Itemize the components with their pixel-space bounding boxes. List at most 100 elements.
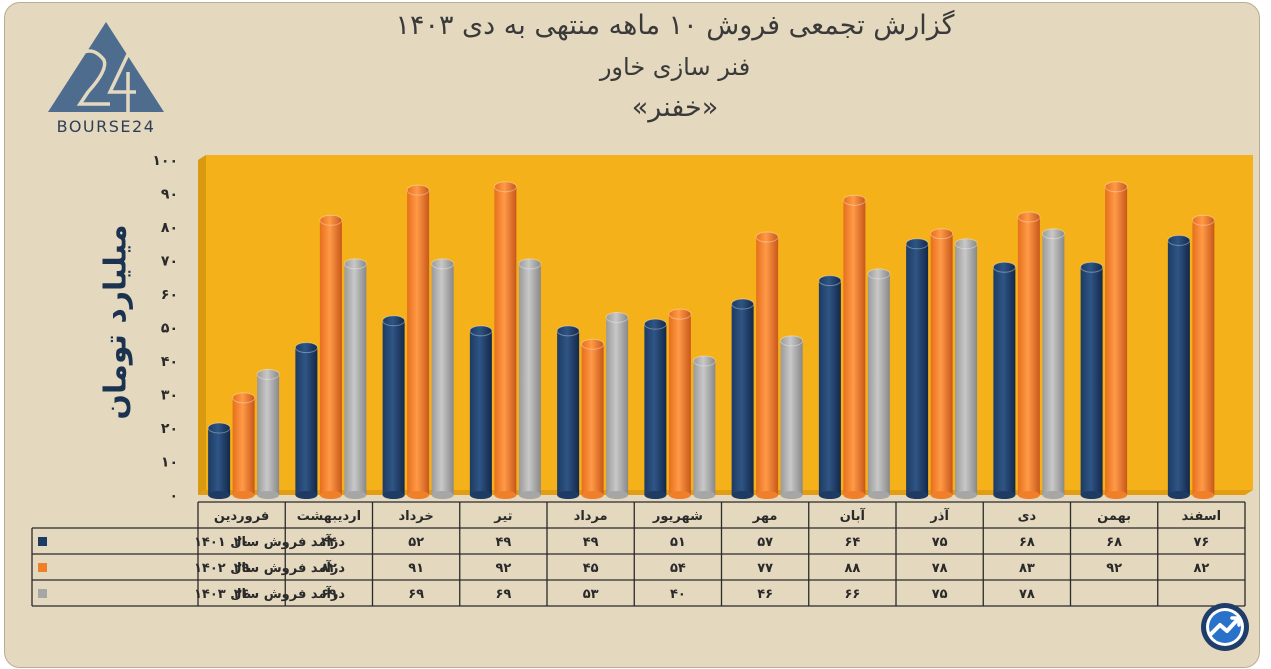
y-tick-label: ۷۰: [161, 254, 178, 270]
x-tick-label: شهریور: [652, 509, 703, 524]
legend-label: درآمد فروش سال ۱۴۰۱: [194, 533, 345, 550]
bar: [294, 342, 318, 499]
bar: [1191, 214, 1215, 499]
data-label: ۷۸: [932, 561, 948, 576]
data-label: ۹۲: [1106, 561, 1122, 576]
bar: [431, 258, 455, 499]
x-tick-label: دی: [1018, 509, 1037, 524]
logo-mark: [72, 49, 110, 106]
data-label: ۷۸: [1019, 587, 1035, 602]
y-tick-label: ۵۰: [161, 321, 178, 337]
bourse24-logo: [48, 22, 164, 112]
data-label: ۴۹: [583, 535, 599, 550]
bar: [1080, 261, 1104, 499]
x-tick-label: اردیبهشت: [297, 509, 361, 524]
y-tick-label: ۹۰: [161, 187, 178, 203]
x-tick-label: خرداد: [398, 509, 433, 524]
data-label: ۴۵: [583, 561, 599, 576]
data-label: ۶۸: [1019, 535, 1035, 550]
bar: [556, 325, 580, 499]
bar: [780, 335, 804, 499]
plot-back-wall: [206, 155, 1253, 490]
chart-title: گزارش تجمعی فروش ۱۰ ماهه منتهی به دی ۱۴۰…: [395, 10, 955, 41]
data-label: ۶۶: [844, 587, 860, 602]
legend-swatch: [38, 589, 47, 598]
data-label: ۷۵: [932, 535, 948, 550]
data-label: ۵۱: [670, 535, 686, 550]
bar: [406, 184, 430, 499]
data-label: ۲۹: [234, 561, 250, 576]
bar: [382, 315, 406, 499]
bar: [1104, 181, 1128, 499]
data-label: ۸۸: [844, 561, 860, 576]
bar: [1017, 211, 1041, 499]
data-label: ۳۶: [234, 587, 250, 602]
logo-text: BOURSE24: [56, 117, 156, 136]
data-label: ۶۹: [408, 587, 424, 602]
bar: [605, 311, 629, 499]
data-label: ۹۱: [408, 561, 424, 576]
bar: [319, 214, 343, 499]
data-label: ۲۰: [234, 535, 250, 550]
bar: [581, 338, 605, 499]
trend-arrow-icon: [1201, 603, 1249, 651]
x-tick-label: آذر: [929, 507, 949, 524]
data-label: ۵۷: [757, 535, 773, 550]
bar: [905, 238, 929, 499]
plot-side-wall: [198, 155, 206, 495]
y-tick-label: ۶۰: [161, 287, 178, 303]
legend-swatch: [38, 537, 47, 546]
bar: [518, 258, 542, 499]
bar: [818, 275, 842, 499]
plot-floor: [198, 490, 1253, 495]
bar: [469, 325, 493, 499]
y-tick-label: ۰: [169, 488, 178, 504]
bar: [493, 181, 517, 499]
data-label: ۷۷: [757, 561, 773, 576]
bar: [992, 261, 1016, 499]
bar: [954, 238, 978, 499]
data-label: ۶۸: [1106, 535, 1122, 550]
y-tick-label: ۱۰: [161, 455, 178, 471]
y-tick-label: ۲۰: [161, 421, 178, 437]
bar: [343, 258, 367, 499]
data-label: ۴۹: [495, 535, 511, 550]
chart-subtitle: فنر سازی خاور: [599, 53, 751, 81]
data-label: ۵۲: [408, 535, 424, 550]
y-tick-label: ۸۰: [161, 220, 178, 236]
data-label: ۵۴: [670, 561, 686, 576]
bar: [643, 318, 667, 499]
data-label: ۹۲: [495, 561, 511, 576]
x-tick-label: اسفند: [1182, 509, 1221, 524]
legend-label: درآمد فروش سال ۱۴۰۳: [194, 585, 345, 602]
data-label: ۸۳: [1019, 561, 1035, 576]
bar: [930, 228, 954, 499]
chart-symbol: «خفنر»: [631, 92, 719, 123]
bar: [842, 194, 866, 499]
bar: [668, 308, 692, 499]
bar: [1041, 228, 1065, 499]
x-tick-label: مرداد: [574, 509, 608, 524]
data-label: ۴۰: [670, 587, 686, 602]
bar: [1167, 234, 1191, 499]
bar: [256, 368, 280, 499]
data-label: ۸۲: [321, 561, 337, 576]
legend-swatch: [38, 563, 47, 572]
data-label: ۴۶: [757, 587, 773, 602]
data-label: ۵۳: [583, 587, 599, 602]
x-tick-label: تیر: [493, 509, 512, 524]
data-label: ۶۹: [495, 587, 511, 602]
y-tick-label: ۱۰۰: [152, 153, 178, 169]
bar: [207, 422, 231, 499]
bar: [731, 298, 755, 499]
data-label: ۴۴: [321, 535, 337, 550]
x-tick-label: آبان: [840, 507, 866, 524]
data-label: ۷۵: [932, 587, 948, 602]
y-tick-label: ۳۰: [161, 388, 178, 404]
y-tick-label: ۴۰: [161, 354, 178, 370]
bar: [755, 231, 779, 499]
x-tick-label: فروردین: [214, 509, 269, 524]
data-label: ۷۶: [1193, 535, 1209, 550]
x-tick-label: مهر: [752, 509, 778, 524]
